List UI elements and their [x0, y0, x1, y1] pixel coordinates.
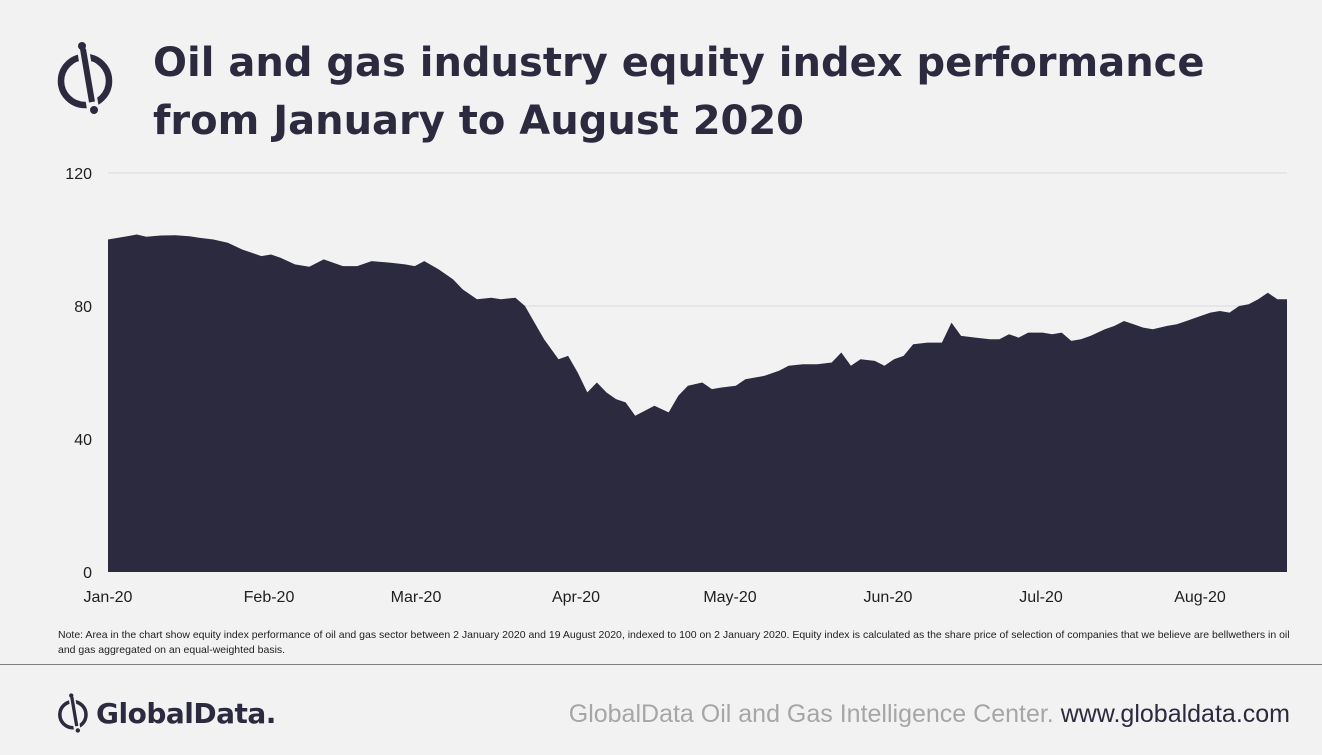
y-tick-label: 80: [74, 299, 92, 316]
footer-logo: GlobalData.: [56, 692, 276, 734]
footer-url-link[interactable]: www.globaldata.com: [1060, 700, 1290, 728]
x-tick-label: Jun-20: [864, 589, 913, 606]
footer-credit: GlobalData Oil and Gas Intelligence Cent…: [569, 700, 1290, 729]
x-tick-label: Jul-20: [1019, 589, 1063, 606]
y-tick-label: 40: [74, 432, 92, 449]
x-tick-label: Feb-20: [244, 589, 295, 606]
footer-logo-text: GlobalData.: [96, 696, 276, 730]
y-tick-label: 0: [83, 565, 92, 582]
equity-index-area-chart: 0 40 80 120 Jan-20 Feb-20 Mar-20 Apr-20 May-20 Ju…: [65, 166, 1287, 606]
x-tick-label: Aug-20: [1174, 589, 1226, 606]
x-tick-label: May-20: [703, 589, 756, 606]
globaldata-logo-icon: [57, 42, 113, 116]
equity-index-area: [108, 234, 1287, 572]
globaldata-logo-icon: [58, 693, 88, 734]
x-tick-label: Mar-20: [391, 589, 442, 606]
footer-divider: [0, 664, 1322, 665]
y-tick-label: 120: [65, 166, 92, 183]
page-title: Oil and gas industry equity index perfor…: [153, 40, 1205, 144]
chart-note: Note: Area in the chart show equity inde…: [58, 629, 1290, 656]
x-tick-label: Jan-20: [84, 589, 133, 606]
x-tick-label: Apr-20: [552, 589, 600, 606]
footer-source-text: GlobalData Oil and Gas Intelligence Cent…: [568, 700, 1061, 728]
